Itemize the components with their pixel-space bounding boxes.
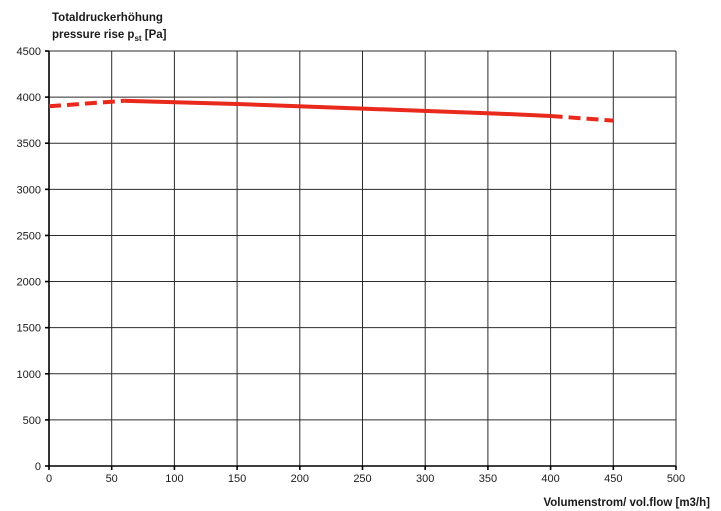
y-axis-title-subscript: st xyxy=(134,34,141,43)
curve-solid-segment xyxy=(124,98,551,118)
y-axis-title-main: pressure rise p xyxy=(52,29,134,41)
curve-dashed-segment xyxy=(550,114,614,123)
series-group xyxy=(48,98,614,123)
x-tick-label: 500 xyxy=(667,473,685,485)
y-axis-title-unit: [Pa] xyxy=(142,29,167,41)
y-tick-label: 0 xyxy=(35,461,41,473)
y-tick-label: 3000 xyxy=(17,184,41,196)
grid xyxy=(45,50,677,470)
y-tick-label: 4500 xyxy=(17,46,41,58)
y-tick-label: 2000 xyxy=(17,277,41,289)
x-axis-title: Volumenstrom/ vol.flow [m3/h] xyxy=(543,497,710,509)
x-tick-label: 150 xyxy=(228,473,246,485)
x-tick-label: 350 xyxy=(479,473,497,485)
curve-dashed-segment xyxy=(48,98,125,109)
x-tick-label: 400 xyxy=(541,473,559,485)
x-tick-label: 450 xyxy=(604,473,622,485)
y-tick-labels: 0 500 1000 1500 2000 2500 3000 3500 4000 4500 xyxy=(17,46,41,473)
y-tick-label: 500 xyxy=(23,415,41,427)
y-tick-label: 3500 xyxy=(17,138,41,150)
x-tick-label: 0 xyxy=(46,473,52,485)
y-axis-title-line2: pressure rise pst [Pa] xyxy=(52,29,167,43)
y-tick-label: 1500 xyxy=(17,323,41,335)
y-tick-label: 4000 xyxy=(17,92,41,104)
x-tick-label: 300 xyxy=(416,473,434,485)
x-tick-label: 250 xyxy=(353,473,371,485)
x-tick-labels: 0 50 100 150 200 250 300 350 400 450 500 xyxy=(46,473,685,485)
x-tick-label: 200 xyxy=(291,473,309,485)
y-axis-title-line1: Totaldruckerhöhung xyxy=(52,12,163,24)
x-tick-label: 50 xyxy=(106,473,118,485)
y-tick-label: 1000 xyxy=(17,369,41,381)
x-tick-label: 100 xyxy=(165,473,183,485)
y-tick-label: 2500 xyxy=(17,230,41,242)
